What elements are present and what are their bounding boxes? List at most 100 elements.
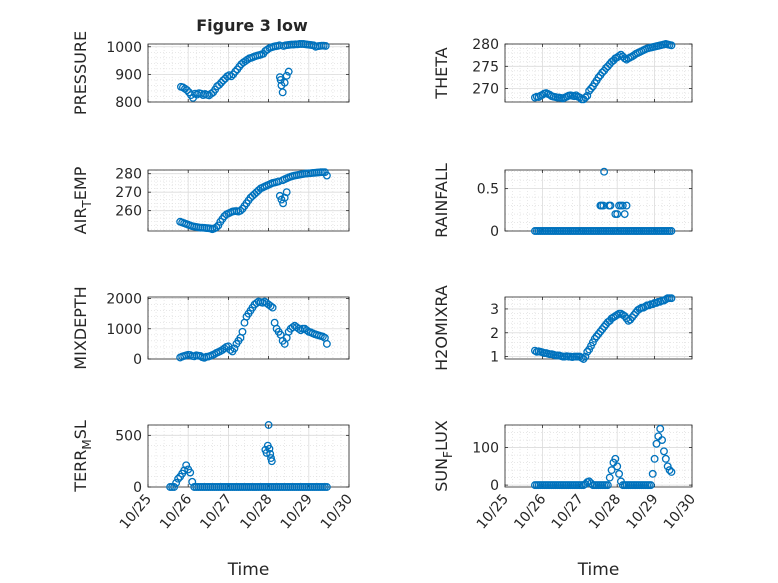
subplot-1: 800 900 1000 PRESSURE xyxy=(71,31,350,115)
data-point xyxy=(266,449,275,458)
data-point xyxy=(646,481,655,490)
data-point xyxy=(667,294,676,303)
data-point xyxy=(212,223,221,232)
data-point xyxy=(667,227,676,235)
y-axis-label: H2OMIXRA xyxy=(432,285,451,371)
data-point xyxy=(652,439,661,448)
data-point xyxy=(583,91,592,100)
data-point xyxy=(217,78,226,87)
data-point xyxy=(230,344,239,353)
data-point xyxy=(618,201,627,210)
y-axis-label-part: EMP xyxy=(71,166,90,200)
data-point xyxy=(615,469,624,478)
y-tick-label: 0 xyxy=(490,478,499,494)
y-axis-label-subscript: T xyxy=(80,200,94,209)
data-point xyxy=(581,93,590,102)
y-axis-label-part: TERR xyxy=(71,450,90,493)
axes-box xyxy=(147,43,350,103)
y-tick-label: 3 xyxy=(490,302,499,318)
x-axis-label: Time xyxy=(577,560,620,580)
subplot-3: 260 270 280 AIRTEMP xyxy=(71,166,350,234)
subplot-5: 0 1000 2000 MIXDEPTH xyxy=(71,286,350,370)
data-point xyxy=(611,454,620,463)
y-axis-label: SUNFLUX xyxy=(432,420,455,492)
y-axis-label: PRESSURE xyxy=(71,31,90,115)
y-axis-label-part: LUX xyxy=(432,420,451,451)
axes-box xyxy=(147,296,350,360)
y-tick-label: 0 xyxy=(133,480,142,496)
y-tick-label: 270 xyxy=(115,185,142,201)
axes-box xyxy=(504,43,693,103)
data-point xyxy=(219,76,228,85)
data-point xyxy=(207,89,216,98)
y-tick-label: 0.5 xyxy=(477,182,499,198)
y-axis-label-part: SL xyxy=(71,420,90,439)
x-axis-label: Time xyxy=(227,560,270,580)
axes-box xyxy=(504,424,693,488)
subplot-2: 270 275 280 THETA xyxy=(432,37,693,104)
data-point xyxy=(236,206,245,215)
data-point xyxy=(174,474,183,483)
y-tick-label: 2000 xyxy=(106,292,142,308)
data-point xyxy=(620,54,629,63)
plot-area xyxy=(148,297,349,359)
data-point xyxy=(322,339,331,348)
data-point xyxy=(264,421,273,429)
y-tick-label: 900 xyxy=(115,67,142,83)
data-point xyxy=(620,210,629,219)
data-point xyxy=(322,171,331,180)
data-point xyxy=(613,462,622,471)
data-point xyxy=(322,483,331,491)
data-point xyxy=(648,469,657,478)
data-point xyxy=(280,78,289,87)
data-series xyxy=(530,167,676,235)
data-point xyxy=(282,71,291,80)
plot-area xyxy=(148,44,349,102)
data-point xyxy=(594,73,603,82)
data-point xyxy=(182,461,191,470)
data-point xyxy=(606,201,615,210)
data-series xyxy=(166,421,331,491)
data-point xyxy=(279,199,288,208)
y-tick-label: 275 xyxy=(472,59,499,75)
data-point xyxy=(587,84,595,93)
y-axis-label: AIRTEMP xyxy=(71,166,94,234)
plot-area xyxy=(505,170,692,231)
data-point xyxy=(265,444,274,453)
data-point xyxy=(667,41,676,50)
data-point xyxy=(226,345,235,354)
data-point xyxy=(607,466,616,475)
data-point xyxy=(538,90,547,99)
y-axis-label-subscript: M xyxy=(80,439,94,449)
data-point xyxy=(284,67,293,76)
subplot-4: 0 0.5 RAINFALL xyxy=(432,163,693,240)
y-axis-label-subscript: F xyxy=(441,451,455,458)
data-point xyxy=(665,466,674,475)
data-point xyxy=(321,41,330,50)
y-tick-label: 0 xyxy=(490,224,499,240)
axes-box xyxy=(147,424,350,488)
y-tick-label: 2 xyxy=(490,326,499,342)
y-tick-label: 0 xyxy=(133,352,142,368)
data-point xyxy=(581,352,590,361)
data-point xyxy=(215,80,224,89)
y-tick-label: 1000 xyxy=(106,322,142,338)
data-point xyxy=(170,483,179,491)
data-series xyxy=(530,294,676,363)
y-axis-label-part: AIR xyxy=(71,208,90,235)
data-point xyxy=(267,454,275,463)
y-tick-label: 800 xyxy=(115,95,142,111)
data-point xyxy=(275,191,284,200)
y-tick-label: 1 xyxy=(490,350,499,366)
data-point xyxy=(186,468,195,477)
data-point xyxy=(172,478,181,487)
data-point xyxy=(266,302,275,311)
y-tick-label: 270 xyxy=(472,82,499,98)
y-axis-label: MIXDEPTH xyxy=(71,286,90,369)
plot-area xyxy=(505,425,692,487)
data-point xyxy=(188,477,197,486)
data-series xyxy=(530,424,676,490)
data-point xyxy=(238,327,247,336)
